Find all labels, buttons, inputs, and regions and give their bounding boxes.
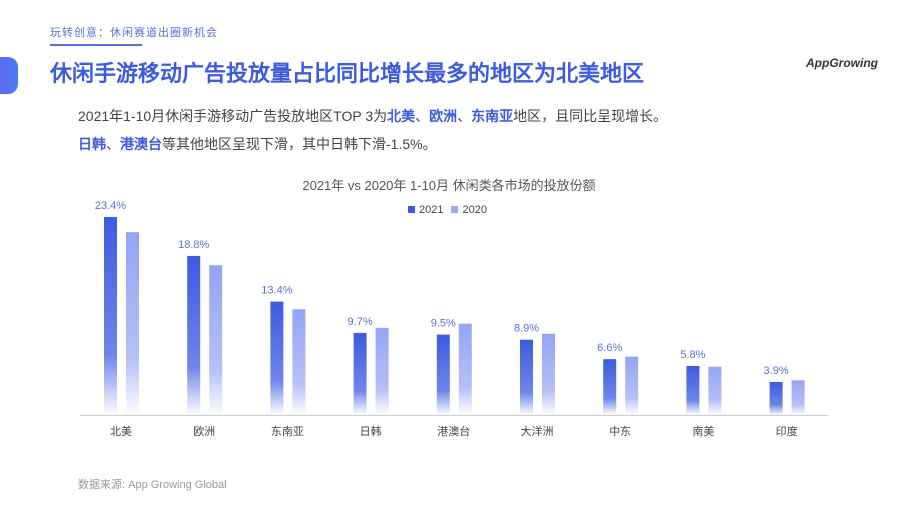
data-label: 9.5% [431,318,456,330]
accent-tab [0,57,18,94]
data-label: 5.8% [680,349,705,361]
bar-2021-印度 [769,382,783,415]
data-label: 13.4% [261,285,292,297]
highlight: 港澳台 [120,136,162,152]
highlight: 欧洲 [429,108,458,124]
highlight: 北美 [387,108,416,124]
appgrowing-logo: AppGrowing [806,56,878,70]
bar-2021-大洋洲 [520,339,533,415]
text: 、 [415,108,430,124]
data-label: 23.4% [95,200,126,212]
x-tick-label: 东南亚 [271,425,304,438]
bar-2020-欧洲 [209,265,223,415]
chart-title: 2021年 vs 2020年 1-10月 休闲类各市场的投放份额 [302,178,596,193]
x-tick-label: 港澳台 [437,424,470,438]
x-tick-label: 北美 [110,425,132,438]
bar-2020-东南亚 [292,309,306,415]
legend-label: 2020 [462,204,487,216]
highlight: 日韩 [78,136,106,152]
summary-line-2: 日韩、港澳台等其他地区呈现下滑，其中日韩下滑-1.5%。 [78,134,437,154]
bar-2020-印度 [791,380,805,415]
chart-legend: 2021 2020 [408,204,487,216]
bar-2020-港澳台 [458,323,472,415]
x-tick-label: 大洋洲 [521,424,554,438]
text: 、 [457,108,472,124]
x-tick-label: 日韩 [360,424,382,438]
text: 等其他地区呈现下滑，其中日韩下滑-1.5%。 [162,136,437,152]
data-label: 8.9% [514,323,539,335]
x-tick-label: 印度 [776,424,798,438]
highlight: 东南亚 [471,108,514,124]
bar-2020-南美 [708,366,722,415]
data-label: 6.6% [597,342,622,354]
x-tick-label: 中东 [609,425,631,438]
bar-2020-日韩 [375,327,389,415]
data-label: 3.9% [764,365,789,377]
bar-2020-大洋洲 [542,333,555,415]
data-label: 18.8% [178,239,209,251]
legend-2021: 2021 [408,204,443,216]
summary-line-1: 2021年1-10月休闲手游移动广告投放地区TOP 3为北美、欧洲、东南亚地区，… [78,106,667,126]
bar-2021-日韩 [353,332,367,415]
bar-2021-中东 [603,359,617,415]
page-title: 休闲手游移动广告投放量占比同比增长最多的地区为北美地区 [50,61,645,86]
bar-2021-东南亚 [270,301,284,415]
kicker-underline [50,44,142,46]
data-label: 9.7% [348,316,373,328]
text: 2021年1-10月休闲手游移动广告投放地区TOP 3为 [78,108,388,124]
text: 、 [106,136,120,152]
bar-2021-南美 [686,365,700,415]
bar-2021-欧洲 [187,255,201,415]
bar-2020-北美 [126,232,139,415]
x-tick-label: 南美 [692,425,714,438]
section-kicker: 玩转创意：休闲赛道出圈新机会 [50,27,218,39]
bar-2020-中东 [625,356,639,415]
legend-label: 2021 [419,204,444,216]
bar-2021-北美 [104,217,117,415]
bar-2021-港澳台 [436,334,450,415]
text: 地区，且同比呈现增长。 [513,108,668,124]
legend-2020: 2020 [451,204,487,216]
data-source: 数据来源: App Growing Global [78,479,227,491]
x-tick-label: 欧洲 [193,425,215,438]
